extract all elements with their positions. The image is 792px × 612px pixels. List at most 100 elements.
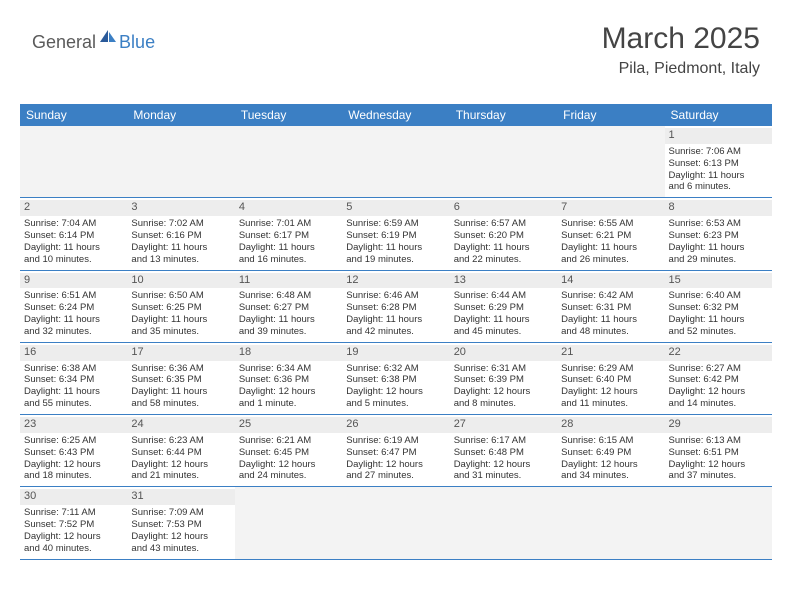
daylight-text: and 5 minutes.	[346, 398, 445, 410]
empty-cell	[450, 126, 557, 197]
day-cell: 7Sunrise: 6:55 AMSunset: 6:21 PMDaylight…	[557, 198, 664, 269]
day-header-tuesday: Tuesday	[235, 104, 342, 126]
day-cell: 3Sunrise: 7:02 AMSunset: 6:16 PMDaylight…	[127, 198, 234, 269]
daylight-text: Daylight: 12 hours	[454, 386, 553, 398]
week-row: 1Sunrise: 7:06 AMSunset: 6:13 PMDaylight…	[20, 126, 772, 198]
daylight-text: and 26 minutes.	[561, 254, 660, 266]
day-number: 30	[20, 489, 127, 505]
empty-cell	[557, 487, 664, 558]
day-number: 24	[127, 417, 234, 433]
daylight-text: and 1 minute.	[239, 398, 338, 410]
day-cell: 9Sunrise: 6:51 AMSunset: 6:24 PMDaylight…	[20, 271, 127, 342]
day-cell: 17Sunrise: 6:36 AMSunset: 6:35 PMDayligh…	[127, 343, 234, 414]
daylight-text: and 37 minutes.	[669, 470, 768, 482]
day-number: 9	[20, 273, 127, 289]
logo-text-blue: Blue	[119, 32, 155, 53]
daylight-text: and 22 minutes.	[454, 254, 553, 266]
day-cell: 12Sunrise: 6:46 AMSunset: 6:28 PMDayligh…	[342, 271, 449, 342]
day-number: 3	[127, 200, 234, 216]
sunrise-text: Sunrise: 6:25 AM	[24, 435, 123, 447]
day-number: 6	[450, 200, 557, 216]
daylight-text: Daylight: 11 hours	[454, 242, 553, 254]
sunrise-text: Sunrise: 7:02 AM	[131, 218, 230, 230]
day-number: 22	[665, 345, 772, 361]
day-cell: 19Sunrise: 6:32 AMSunset: 6:38 PMDayligh…	[342, 343, 449, 414]
day-cell: 14Sunrise: 6:42 AMSunset: 6:31 PMDayligh…	[557, 271, 664, 342]
day-cell: 26Sunrise: 6:19 AMSunset: 6:47 PMDayligh…	[342, 415, 449, 486]
day-cell: 23Sunrise: 6:25 AMSunset: 6:43 PMDayligh…	[20, 415, 127, 486]
daylight-text: and 13 minutes.	[131, 254, 230, 266]
daylight-text: Daylight: 11 hours	[131, 242, 230, 254]
sunrise-text: Sunrise: 7:01 AM	[239, 218, 338, 230]
day-cell: 13Sunrise: 6:44 AMSunset: 6:29 PMDayligh…	[450, 271, 557, 342]
day-cell: 8Sunrise: 6:53 AMSunset: 6:23 PMDaylight…	[665, 198, 772, 269]
sunset-text: Sunset: 6:14 PM	[24, 230, 123, 242]
daylight-text: Daylight: 12 hours	[669, 459, 768, 471]
daylight-text: Daylight: 11 hours	[346, 314, 445, 326]
sunset-text: Sunset: 6:51 PM	[669, 447, 768, 459]
header-right: March 2025 Pila, Piedmont, Italy	[602, 22, 760, 78]
day-cell: 1Sunrise: 7:06 AMSunset: 6:13 PMDaylight…	[665, 126, 772, 197]
day-header-monday: Monday	[127, 104, 234, 126]
logo: General Blue	[32, 28, 155, 57]
day-number: 18	[235, 345, 342, 361]
daylight-text: Daylight: 12 hours	[239, 386, 338, 398]
day-number: 15	[665, 273, 772, 289]
sunrise-text: Sunrise: 7:11 AM	[24, 507, 123, 519]
empty-cell	[450, 487, 557, 558]
daylight-text: and 40 minutes.	[24, 543, 123, 555]
daylight-text: Daylight: 12 hours	[454, 459, 553, 471]
sunset-text: Sunset: 6:24 PM	[24, 302, 123, 314]
week-row: 23Sunrise: 6:25 AMSunset: 6:43 PMDayligh…	[20, 415, 772, 487]
sunrise-text: Sunrise: 6:13 AM	[669, 435, 768, 447]
daylight-text: and 27 minutes.	[346, 470, 445, 482]
day-number: 21	[557, 345, 664, 361]
day-cell: 4Sunrise: 7:01 AMSunset: 6:17 PMDaylight…	[235, 198, 342, 269]
day-number: 13	[450, 273, 557, 289]
sunset-text: Sunset: 6:47 PM	[346, 447, 445, 459]
daylight-text: Daylight: 12 hours	[24, 531, 123, 543]
empty-cell	[342, 126, 449, 197]
daylight-text: Daylight: 12 hours	[131, 531, 230, 543]
daylight-text: and 16 minutes.	[239, 254, 338, 266]
sunrise-text: Sunrise: 6:40 AM	[669, 290, 768, 302]
sunrise-text: Sunrise: 6:42 AM	[561, 290, 660, 302]
sunset-text: Sunset: 6:23 PM	[669, 230, 768, 242]
empty-cell	[127, 126, 234, 197]
week-row: 9Sunrise: 6:51 AMSunset: 6:24 PMDaylight…	[20, 271, 772, 343]
day-number: 8	[665, 200, 772, 216]
sunset-text: Sunset: 6:34 PM	[24, 374, 123, 386]
daylight-text: and 6 minutes.	[669, 181, 768, 193]
day-header-wednesday: Wednesday	[342, 104, 449, 126]
day-number: 23	[20, 417, 127, 433]
sunset-text: Sunset: 7:53 PM	[131, 519, 230, 531]
daylight-text: Daylight: 12 hours	[669, 386, 768, 398]
day-cell: 25Sunrise: 6:21 AMSunset: 6:45 PMDayligh…	[235, 415, 342, 486]
empty-cell	[665, 487, 772, 558]
daylight-text: Daylight: 11 hours	[346, 242, 445, 254]
daylight-text: Daylight: 11 hours	[131, 314, 230, 326]
daylight-text: Daylight: 11 hours	[24, 242, 123, 254]
sunrise-text: Sunrise: 6:38 AM	[24, 363, 123, 375]
page-title: March 2025	[602, 22, 760, 56]
empty-cell	[235, 126, 342, 197]
day-number: 19	[342, 345, 449, 361]
sunset-text: Sunset: 6:25 PM	[131, 302, 230, 314]
day-number: 27	[450, 417, 557, 433]
day-number: 26	[342, 417, 449, 433]
day-cell: 24Sunrise: 6:23 AMSunset: 6:44 PMDayligh…	[127, 415, 234, 486]
day-number: 29	[665, 417, 772, 433]
sunset-text: Sunset: 6:32 PM	[669, 302, 768, 314]
sunrise-text: Sunrise: 6:59 AM	[346, 218, 445, 230]
sunrise-text: Sunrise: 7:04 AM	[24, 218, 123, 230]
sunset-text: Sunset: 6:20 PM	[454, 230, 553, 242]
day-number: 2	[20, 200, 127, 216]
sunset-text: Sunset: 6:38 PM	[346, 374, 445, 386]
day-number: 5	[342, 200, 449, 216]
sunrise-text: Sunrise: 6:50 AM	[131, 290, 230, 302]
daylight-text: Daylight: 12 hours	[24, 459, 123, 471]
sunrise-text: Sunrise: 6:17 AM	[454, 435, 553, 447]
sunrise-text: Sunrise: 6:44 AM	[454, 290, 553, 302]
daylight-text: and 18 minutes.	[24, 470, 123, 482]
sunset-text: Sunset: 6:44 PM	[131, 447, 230, 459]
